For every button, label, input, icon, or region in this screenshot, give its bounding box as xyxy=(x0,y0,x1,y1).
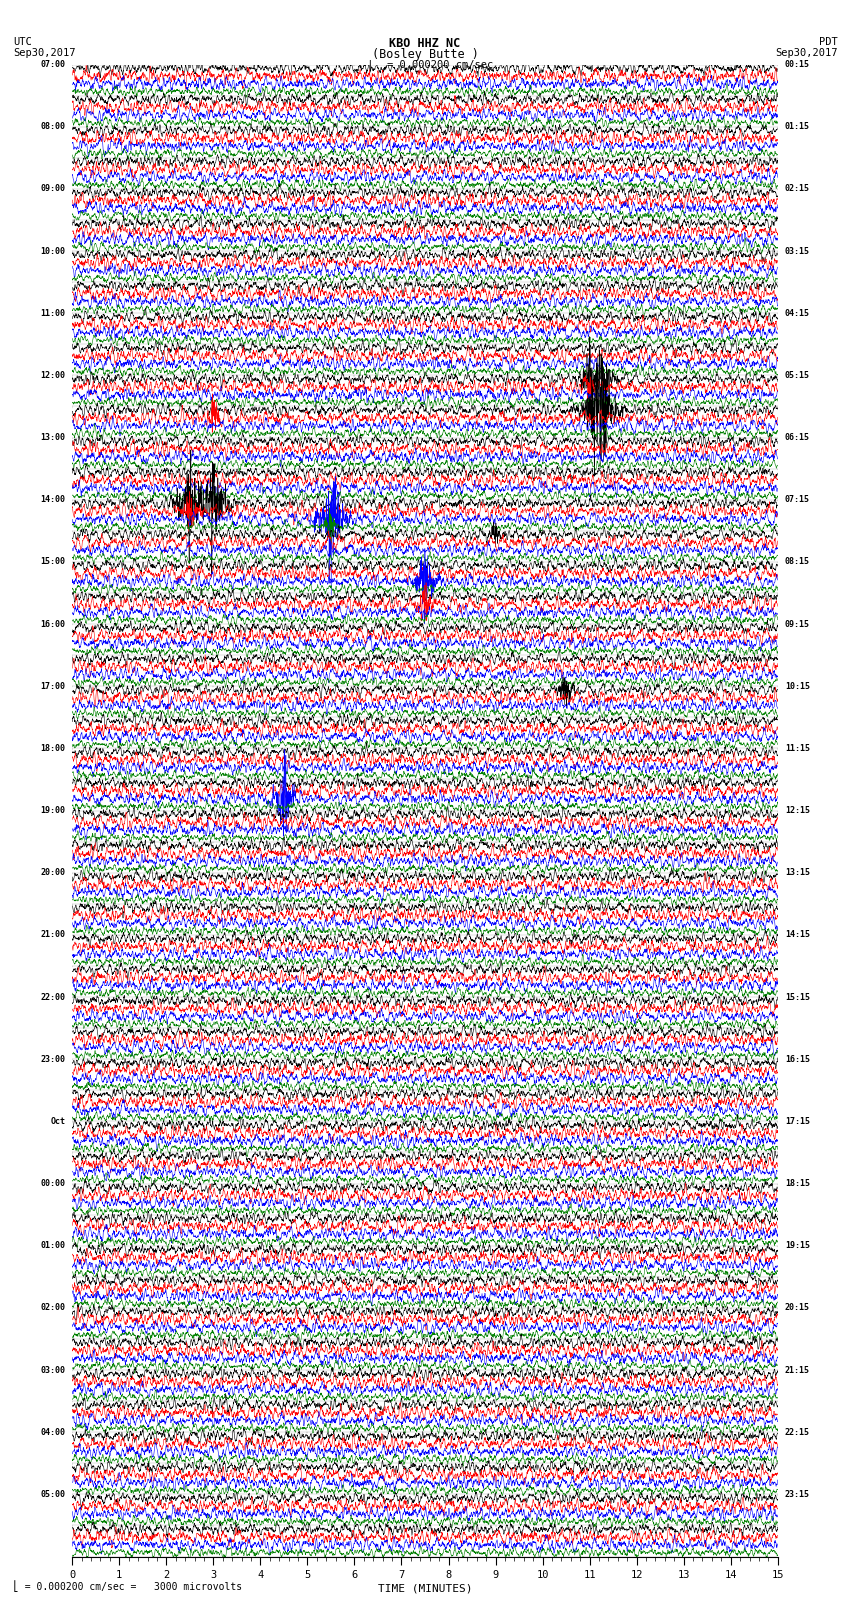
Text: Oct: Oct xyxy=(50,1116,65,1126)
Text: 16:00: 16:00 xyxy=(40,619,65,629)
Text: 16:15: 16:15 xyxy=(785,1055,810,1063)
Text: 04:00: 04:00 xyxy=(40,1428,65,1437)
Text: 02:15: 02:15 xyxy=(785,184,810,194)
Text: Sep30,2017: Sep30,2017 xyxy=(13,48,76,58)
Text: KBO HHZ NC: KBO HHZ NC xyxy=(389,37,461,50)
Text: 08:15: 08:15 xyxy=(785,558,810,566)
Text: 01:00: 01:00 xyxy=(40,1242,65,1250)
Text: ⎣ = 0.000200 cm/sec =   3000 microvolts: ⎣ = 0.000200 cm/sec = 3000 microvolts xyxy=(13,1581,242,1592)
Text: 10:00: 10:00 xyxy=(40,247,65,255)
Text: 19:00: 19:00 xyxy=(40,806,65,815)
Text: 17:00: 17:00 xyxy=(40,682,65,690)
Text: 20:15: 20:15 xyxy=(785,1303,810,1313)
Text: 10:15: 10:15 xyxy=(785,682,810,690)
Text: 09:00: 09:00 xyxy=(40,184,65,194)
Text: Sep30,2017: Sep30,2017 xyxy=(774,48,837,58)
Text: 05:15: 05:15 xyxy=(785,371,810,379)
Text: UTC: UTC xyxy=(13,37,31,47)
X-axis label: TIME (MINUTES): TIME (MINUTES) xyxy=(377,1584,473,1594)
Text: 19:15: 19:15 xyxy=(785,1242,810,1250)
Text: 06:15: 06:15 xyxy=(785,432,810,442)
Text: 01:15: 01:15 xyxy=(785,123,810,131)
Text: 21:00: 21:00 xyxy=(40,931,65,939)
Text: 07:00: 07:00 xyxy=(40,60,65,69)
Text: 12:00: 12:00 xyxy=(40,371,65,379)
Text: 03:00: 03:00 xyxy=(40,1366,65,1374)
Text: 21:15: 21:15 xyxy=(785,1366,810,1374)
Text: 11:15: 11:15 xyxy=(785,744,810,753)
Text: 15:15: 15:15 xyxy=(785,992,810,1002)
Text: 08:00: 08:00 xyxy=(40,123,65,131)
Text: 20:00: 20:00 xyxy=(40,868,65,877)
Text: |: | xyxy=(366,60,373,71)
Text: 18:15: 18:15 xyxy=(785,1179,810,1189)
Text: 00:15: 00:15 xyxy=(785,60,810,69)
Text: 18:00: 18:00 xyxy=(40,744,65,753)
Text: 17:15: 17:15 xyxy=(785,1116,810,1126)
Text: 13:15: 13:15 xyxy=(785,868,810,877)
Text: 22:15: 22:15 xyxy=(785,1428,810,1437)
Text: 11:00: 11:00 xyxy=(40,308,65,318)
Text: 14:15: 14:15 xyxy=(785,931,810,939)
Text: 13:00: 13:00 xyxy=(40,432,65,442)
Text: 09:15: 09:15 xyxy=(785,619,810,629)
Text: 05:00: 05:00 xyxy=(40,1490,65,1498)
Text: 00:00: 00:00 xyxy=(40,1179,65,1189)
Text: 12:15: 12:15 xyxy=(785,806,810,815)
Text: 02:00: 02:00 xyxy=(40,1303,65,1313)
Text: 04:15: 04:15 xyxy=(785,308,810,318)
Text: 23:15: 23:15 xyxy=(785,1490,810,1498)
Text: PDT: PDT xyxy=(819,37,837,47)
Text: 14:00: 14:00 xyxy=(40,495,65,505)
Text: 22:00: 22:00 xyxy=(40,992,65,1002)
Text: (Bosley Butte ): (Bosley Butte ) xyxy=(371,48,479,61)
Text: 23:00: 23:00 xyxy=(40,1055,65,1063)
Text: 03:15: 03:15 xyxy=(785,247,810,255)
Text: 15:00: 15:00 xyxy=(40,558,65,566)
Text: = 0.000200 cm/sec: = 0.000200 cm/sec xyxy=(387,60,493,69)
Text: 07:15: 07:15 xyxy=(785,495,810,505)
